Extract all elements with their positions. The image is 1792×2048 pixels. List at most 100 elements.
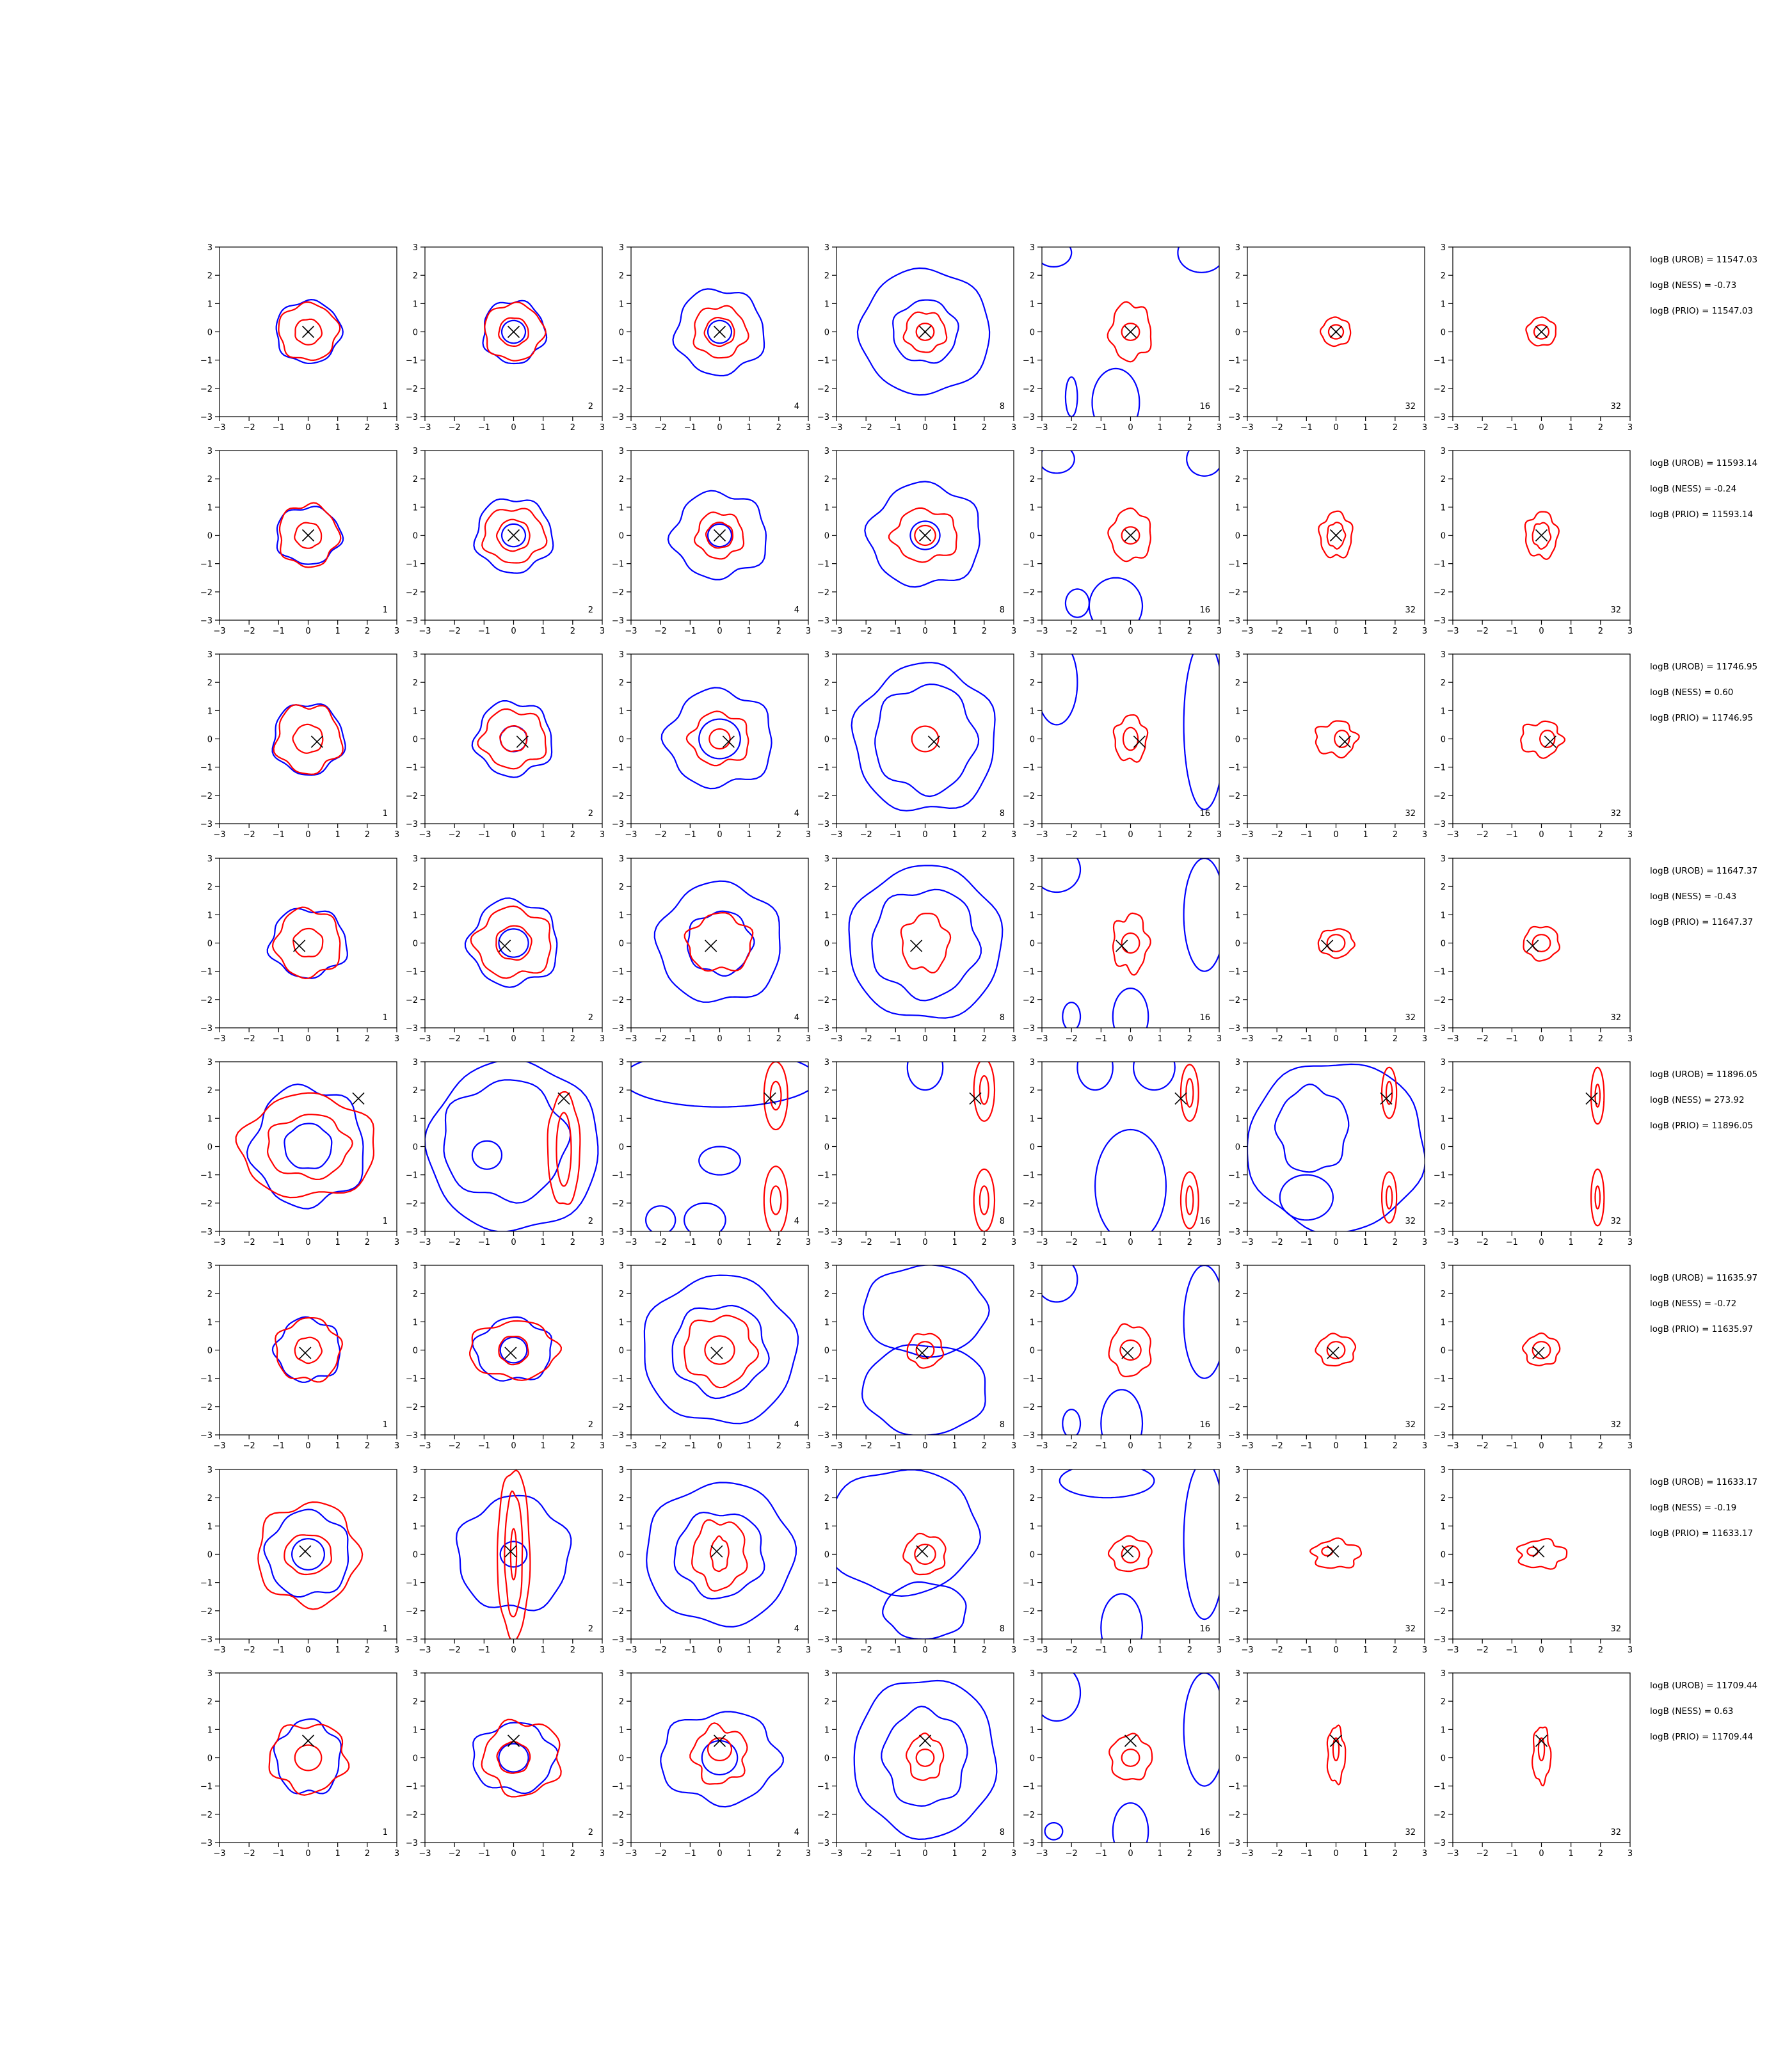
blue-contour bbox=[1183, 858, 1219, 972]
y-tick-label: 1 bbox=[824, 1318, 829, 1327]
blue-contour bbox=[471, 700, 553, 778]
x-tick-label: −2 bbox=[243, 830, 255, 840]
y-tick-label: 3 bbox=[1441, 243, 1446, 253]
x-tick-label: 3 bbox=[1422, 830, 1427, 840]
red-contour bbox=[1590, 1168, 1605, 1227]
y-tick-label: 0 bbox=[619, 735, 624, 745]
red-contour bbox=[1185, 1185, 1194, 1215]
panel-r6-c2: −3−3 −2 −2 −1 −1 0 0 1 1 2 2 3 3 2 bbox=[406, 1261, 605, 1451]
x-tick-label: 0 bbox=[511, 1238, 516, 1247]
true-value-marker bbox=[1535, 529, 1548, 542]
x-tick-label: 0 bbox=[511, 1441, 516, 1451]
panel-label: 16 bbox=[1199, 1013, 1210, 1023]
y-tick-label: 0 bbox=[1235, 940, 1240, 949]
panel-label: 8 bbox=[1000, 1420, 1005, 1430]
red-contour bbox=[1108, 1323, 1152, 1377]
y-tick-label: −3 bbox=[1434, 1635, 1446, 1645]
panel-r8-c4: −3−3 −2 −2 −1 −1 0 0 1 1 2 2 3 3 8 bbox=[817, 1669, 1016, 1859]
x-tick-label: −1 bbox=[1095, 830, 1107, 840]
y-tick-label: 0 bbox=[207, 1143, 212, 1153]
y-tick-label: 0 bbox=[1030, 1551, 1035, 1560]
y-tick-label: 0 bbox=[413, 532, 418, 541]
panel-r4-c6: −3−3 −2 −2 −1 −1 0 0 1 1 2 2 3 3 32 bbox=[1228, 854, 1427, 1044]
y-tick-label: 1 bbox=[1235, 1522, 1240, 1532]
panel-r7-c5: −3−3 −2 −2 −1 −1 0 0 1 1 2 2 3 3 16 bbox=[1023, 1466, 1222, 1655]
true-value-marker bbox=[1338, 735, 1351, 748]
x-tick-label: 1 bbox=[1569, 1441, 1574, 1451]
blue-contour bbox=[1177, 247, 1219, 273]
red-contour bbox=[1107, 1535, 1153, 1572]
x-tick-label: −2 bbox=[860, 1849, 872, 1859]
y-tick-label: 0 bbox=[619, 1143, 624, 1153]
red-contour bbox=[685, 710, 749, 767]
y-tick-label: −3 bbox=[612, 616, 624, 626]
y-tick-label: 2 bbox=[619, 883, 624, 892]
panel-r1-c3: −3−3 −2 −2 −1 −1 0 0 1 1 2 2 3 3 4 bbox=[612, 243, 811, 433]
y-tick-label: −3 bbox=[817, 413, 829, 422]
panel-label: 2 bbox=[588, 1217, 593, 1226]
x-tick-label: −2 bbox=[449, 1034, 461, 1044]
x-tick-label: 3 bbox=[600, 1238, 605, 1247]
y-tick-label: −1 bbox=[406, 1375, 418, 1384]
blue-contour bbox=[707, 523, 733, 548]
panel-label: 8 bbox=[1000, 1013, 1005, 1023]
y-tick-label: −2 bbox=[1023, 385, 1035, 394]
axes-frame bbox=[1041, 1672, 1220, 1843]
y-tick-label: −2 bbox=[612, 1811, 624, 1820]
panel-r1-c6: −3−3 −2 −2 −1 −1 0 0 1 1 2 2 3 3 32 bbox=[1228, 243, 1427, 433]
true-value-marker bbox=[1124, 529, 1137, 542]
x-tick-label: 1 bbox=[335, 1034, 340, 1044]
blue-contour bbox=[1042, 1265, 1078, 1303]
y-tick-label: −1 bbox=[817, 764, 829, 773]
y-tick-label: 3 bbox=[1235, 447, 1240, 456]
x-tick-label: 1 bbox=[747, 1034, 752, 1044]
y-tick-label: −1 bbox=[200, 356, 212, 366]
y-tick-label: −1 bbox=[1434, 1579, 1446, 1588]
x-tick-label: −3 bbox=[419, 627, 431, 636]
x-tick-label: −1 bbox=[684, 1441, 696, 1451]
y-tick-label: −2 bbox=[817, 792, 829, 801]
blue-contour bbox=[871, 888, 982, 1002]
x-tick-label: −3 bbox=[830, 1034, 842, 1044]
red-contour bbox=[1326, 1341, 1346, 1359]
plot-area bbox=[861, 1265, 990, 1435]
blue-contour bbox=[673, 1511, 765, 1600]
y-tick-label: −1 bbox=[612, 356, 624, 366]
panel-label: 16 bbox=[1199, 1420, 1210, 1430]
y-tick-label: −2 bbox=[817, 1403, 829, 1412]
x-tick-label: 3 bbox=[1628, 830, 1633, 840]
x-tick-label: −1 bbox=[890, 830, 902, 840]
x-tick-label: 1 bbox=[747, 423, 752, 433]
y-tick-label: 1 bbox=[1441, 300, 1446, 309]
y-tick-label: −3 bbox=[612, 1839, 624, 1848]
x-tick-label: −2 bbox=[1066, 1034, 1078, 1044]
x-tick-label: −2 bbox=[449, 423, 461, 433]
y-tick-label: 1 bbox=[413, 911, 418, 920]
red-contour bbox=[915, 1748, 935, 1767]
x-tick-label: −3 bbox=[419, 1034, 431, 1044]
panel-r2-c5: −3−3 −2 −2 −1 −1 0 0 1 1 2 2 3 3 16 bbox=[1023, 447, 1222, 636]
x-tick-label: 2 bbox=[570, 1034, 575, 1044]
x-tick-label: −2 bbox=[1271, 1238, 1283, 1247]
red-contour bbox=[484, 301, 547, 362]
y-tick-label: 3 bbox=[413, 1261, 418, 1271]
x-tick-label: −2 bbox=[1476, 1849, 1489, 1859]
y-tick-label: −2 bbox=[1228, 588, 1240, 598]
y-tick-label: −2 bbox=[200, 1199, 212, 1209]
true-value-marker bbox=[301, 1734, 315, 1747]
x-tick-label: −2 bbox=[860, 1441, 872, 1451]
x-tick-label: 3 bbox=[1011, 1238, 1016, 1247]
y-tick-label: −2 bbox=[1434, 996, 1446, 1005]
y-tick-label: 0 bbox=[1441, 735, 1446, 745]
x-tick-label: −2 bbox=[243, 1645, 255, 1655]
row-stat-text: logB (PRIO) = 11547.03 bbox=[1650, 306, 1753, 316]
x-tick-label: −3 bbox=[1036, 627, 1048, 636]
blue-contour bbox=[848, 865, 1004, 1019]
y-tick-label: 3 bbox=[1441, 1058, 1446, 1068]
red-contour bbox=[691, 1519, 748, 1592]
y-tick-label: −3 bbox=[406, 1839, 418, 1848]
y-tick-label: 3 bbox=[1235, 1669, 1240, 1679]
y-tick-label: −1 bbox=[817, 1579, 829, 1588]
y-tick-label: −2 bbox=[1023, 1811, 1035, 1820]
x-tick-label: −2 bbox=[1271, 423, 1283, 433]
